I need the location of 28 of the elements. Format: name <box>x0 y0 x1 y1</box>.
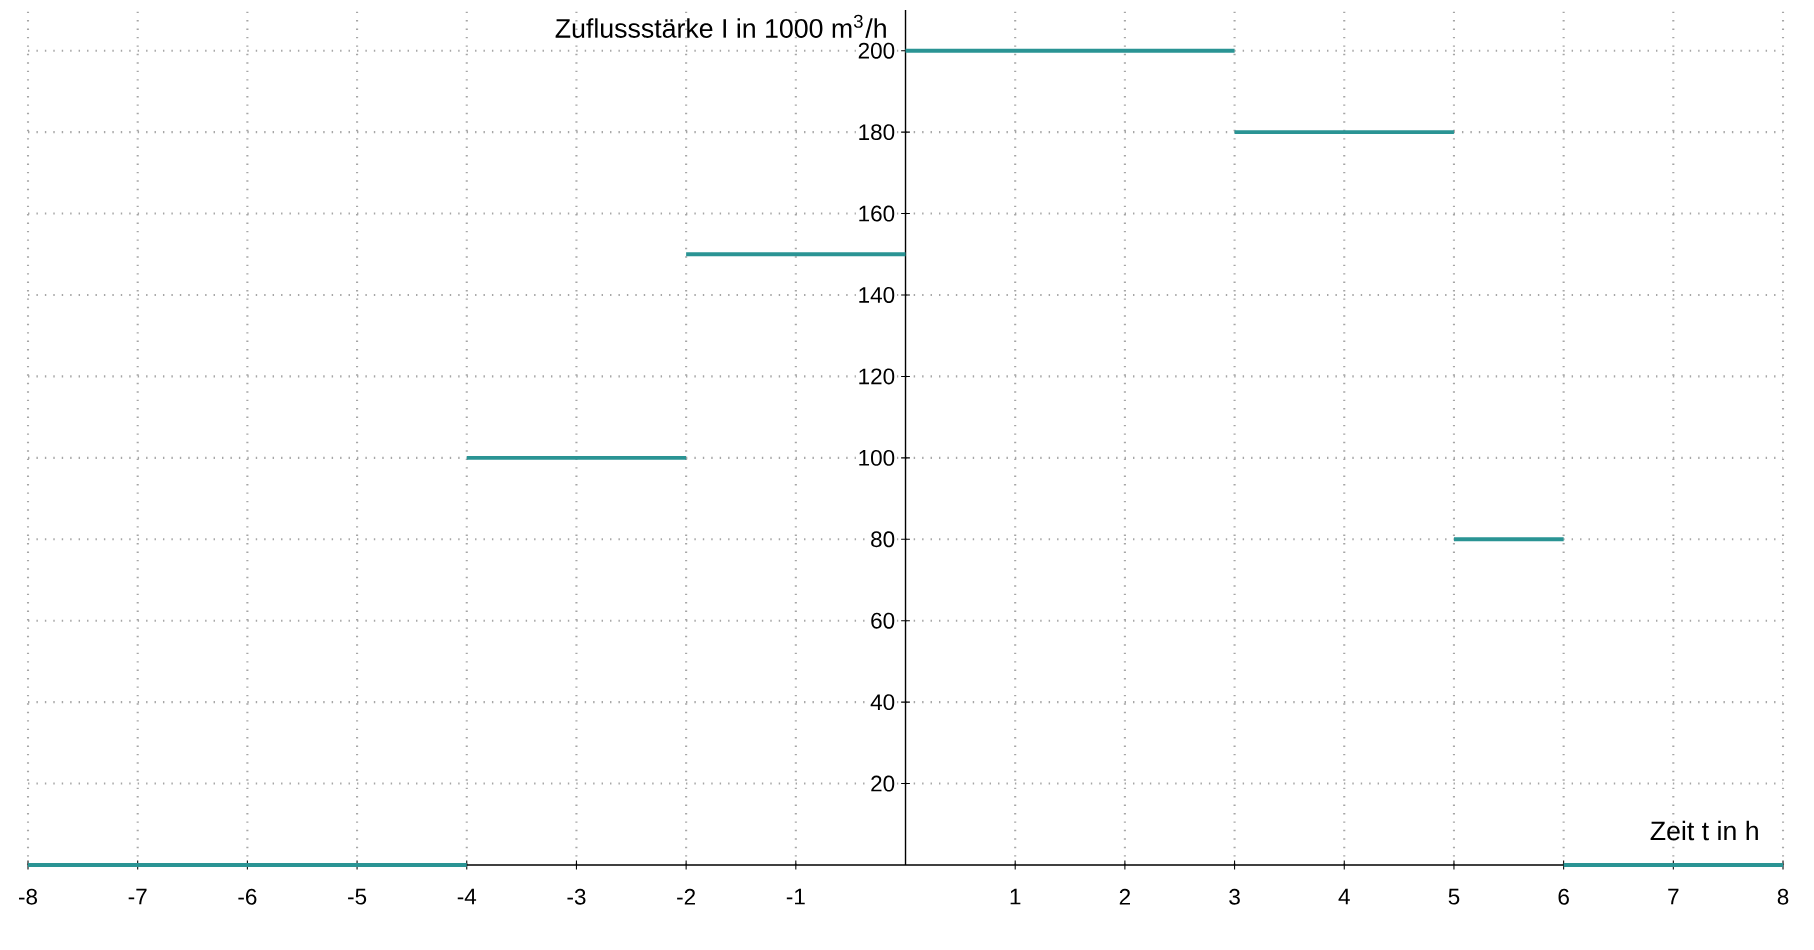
x-tick-label: 1 <box>1010 888 1021 905</box>
x-tick-label: 4 <box>1338 888 1350 905</box>
y-tick-label: 100 <box>859 449 895 466</box>
y-tick-label: 160 <box>859 205 895 222</box>
y-tick-label: 60 <box>871 612 895 629</box>
x-tick-label: -1 <box>786 888 805 905</box>
y-tick-label: 20 <box>871 775 895 792</box>
x-tick-label: -3 <box>567 888 586 905</box>
x-tick-label: 3 <box>1229 888 1240 905</box>
x-tick-label: 7 <box>1668 888 1679 905</box>
y-tick-label: 180 <box>859 124 895 141</box>
x-tick-label: -6 <box>238 888 257 905</box>
y-tick-label: 200 <box>858 42 895 59</box>
x-tick-label: -5 <box>348 888 367 905</box>
x-axis-title: Zeit t in h <box>1650 820 1758 841</box>
x-tick-label: 8 <box>1777 888 1789 905</box>
y-tick-label: 120 <box>859 368 895 385</box>
x-tick-label: 2 <box>1119 888 1130 905</box>
x-tick-label: -2 <box>677 888 695 905</box>
x-tick-label: -8 <box>18 888 38 905</box>
x-tick-label: 5 <box>1448 888 1460 905</box>
y-axis-title: Zuflussstärke I in 1000 m$^{3}$/h <box>555 14 886 38</box>
x-tick-label: -4 <box>457 888 477 905</box>
x-tick-label: -7 <box>128 888 147 905</box>
y-tick-label: 80 <box>871 531 895 548</box>
y-tick-label: 40 <box>870 694 895 711</box>
y-tick-label: 140 <box>859 287 895 303</box>
x-tick-label: 6 <box>1558 888 1569 905</box>
